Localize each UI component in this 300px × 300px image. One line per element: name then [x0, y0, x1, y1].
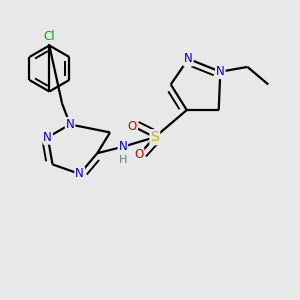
Text: N: N: [216, 65, 225, 78]
Text: Cl: Cl: [44, 30, 55, 43]
Text: H: H: [118, 155, 127, 165]
Text: N: N: [44, 131, 52, 144]
Text: O: O: [128, 119, 137, 133]
Text: N: N: [75, 167, 84, 181]
Text: N: N: [184, 52, 193, 65]
Text: O: O: [134, 148, 143, 161]
Text: N: N: [66, 118, 74, 131]
Text: N: N: [118, 140, 127, 153]
Text: S: S: [150, 130, 159, 144]
